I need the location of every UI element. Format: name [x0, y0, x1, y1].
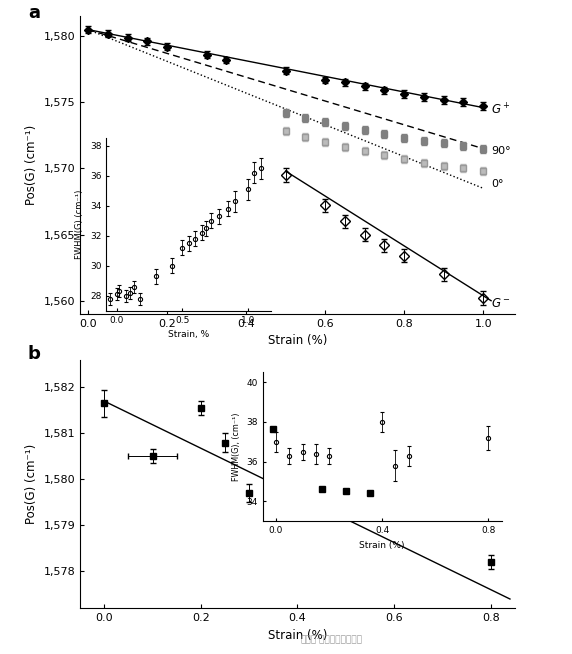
Text: 90°: 90°: [491, 146, 511, 156]
Y-axis label: Pos(G) (cm⁻¹): Pos(G) (cm⁻¹): [25, 444, 38, 524]
X-axis label: Strain (%): Strain (%): [268, 334, 327, 347]
Text: 公众号·柔性电子科技探索: 公众号·柔性电子科技探索: [301, 635, 363, 644]
Text: b: b: [28, 345, 41, 363]
Text: $G^-$: $G^-$: [491, 297, 511, 310]
X-axis label: Strain (%): Strain (%): [268, 628, 327, 642]
Y-axis label: Pos(G) (cm⁻¹): Pos(G) (cm⁻¹): [25, 125, 38, 205]
Text: $G^+$: $G^+$: [491, 103, 511, 118]
Text: a: a: [28, 5, 40, 22]
Text: 0°: 0°: [491, 179, 503, 189]
